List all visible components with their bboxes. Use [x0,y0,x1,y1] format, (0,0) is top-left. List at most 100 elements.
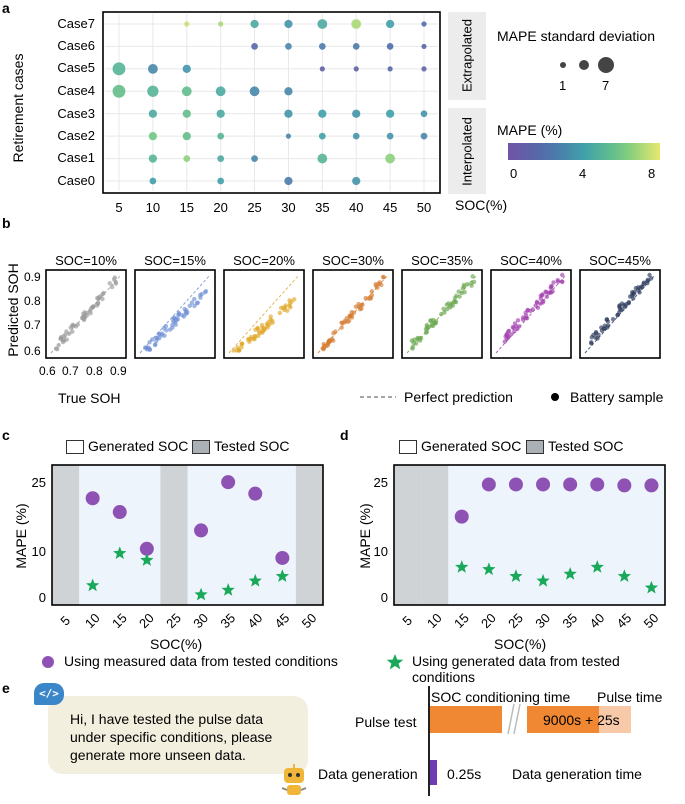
battery-sample-point [259,322,265,328]
battery-sample-point [144,347,150,352]
battery-sample-point [525,307,530,313]
battery-sample-point [520,317,526,322]
bubble-point [319,66,325,72]
x-tick-label: 25 [505,610,526,631]
panel-label-c: c [2,427,10,443]
x-tick-label: 15 [180,200,194,215]
legend-measured-label: Using measured data from tested conditio… [64,653,338,669]
battery-sample-point [111,277,117,282]
x-tick-label: 40 [586,610,607,631]
battery-sample-point [56,343,61,348]
x-tick-label: 35 [315,200,329,215]
battery-sample-point [349,309,354,315]
battery-sample-point [171,315,177,320]
bubble-point [250,19,259,29]
bubble-point [112,84,126,98]
axis-break-icon [507,703,521,735]
battery-sample-point [381,275,386,280]
generated-point [617,569,631,582]
battery-sample-point [459,290,465,296]
chat-bubble: Hi, I have tested the pulse data under s… [48,696,308,774]
bubble-point [284,87,293,96]
bubble-point [284,109,293,118]
battery-sample-point [615,312,620,318]
measured-point [194,523,209,538]
b-y-tick: 0.7 [24,318,41,332]
bubble-point [148,109,158,118]
d-y-title: MAPE (%) [357,503,373,569]
tested-soc-band [394,465,422,605]
battery-sample-point [589,341,594,346]
battery-sample-point [630,291,635,297]
pulse-test-label: Pulse test [355,714,417,730]
battery-sample-point [268,317,273,322]
battery-sample-point [444,302,450,307]
subplot-title: SOC=20% [233,253,295,268]
battery-sample-point [95,300,101,305]
plot-frame [51,464,324,606]
battery-sample-point [430,320,435,326]
bubble-point [317,19,328,29]
y-tick-label: 25 [32,475,46,490]
battery-sample-point [344,316,350,321]
battery-sample-point [512,329,517,334]
battery-sample-point [544,294,550,300]
case-label: Case7 [57,16,95,31]
bubble-point [352,43,360,50]
battery-sample-point [150,337,155,342]
battery-sample-point [418,336,424,341]
measured-point [563,477,578,492]
code-chat-icon: </> [34,683,64,705]
battery-sample-point [548,285,554,290]
battery-sample-point [62,338,67,343]
generated-point [536,573,550,587]
battery-sample-point [170,325,175,330]
bubble-point [318,43,326,50]
battery-sample-point [88,311,93,316]
b-y-tick: 0.8 [24,294,41,308]
case-label: Case0 [57,173,95,188]
c-legend-generated: Generated SOC [66,438,188,455]
panel-d-chart: 0 10 25 5 10 15 20 25 30 35 40 45 50 [374,464,666,631]
d-legend-generated: Generated SOC [399,438,521,455]
generated-point [194,587,208,601]
generated-point [644,580,659,594]
x-tick-label: 20 [478,610,499,631]
battery-sample-point [356,304,361,309]
bubble-point [352,109,361,118]
battery-sample-point [457,294,462,299]
battery-sample-point [412,337,417,342]
x-tick-label: 45 [614,610,635,631]
subplot-title: SOC=40% [500,253,562,268]
case-label: Case1 [57,150,95,165]
bubble-point [216,109,225,118]
generated-point [563,567,577,580]
battery-sample-point [345,319,350,325]
battery-sample-point [325,343,331,348]
x-tick-label: 5 [57,613,73,629]
x-tick-label: 50 [299,610,320,631]
subplot-title: SOC=35% [411,253,473,268]
battery-sample-point [339,325,344,330]
y-tick-label: 10 [374,544,388,559]
bubble-point [112,62,126,76]
battery-sample-point [469,283,474,288]
panel-a-x-suffix: SOC(%) [455,197,508,213]
b-x-tick: 0.6 [39,364,56,378]
case-label: Case2 [57,128,95,143]
battery-sample-point [107,281,112,286]
x-tick-label: 50 [641,610,662,631]
battery-sample-point [648,276,654,281]
color-legend-title: MAPE (%) [497,122,563,138]
color-legend-tick: 4 [579,166,587,181]
battery-sample-point [73,324,79,329]
battery-sample-point [67,331,72,336]
battery-sample-point [512,321,518,326]
bubble-point [387,66,393,72]
legend-generated-label: Using generated data from tested conditi… [412,653,620,685]
d-x-title: SOC(%) [494,636,547,652]
battery-sample-point [530,307,535,312]
battery-sample-point [246,337,252,342]
color-legend-tick: 8 [648,166,656,181]
x-tick-label: 20 [213,200,227,215]
